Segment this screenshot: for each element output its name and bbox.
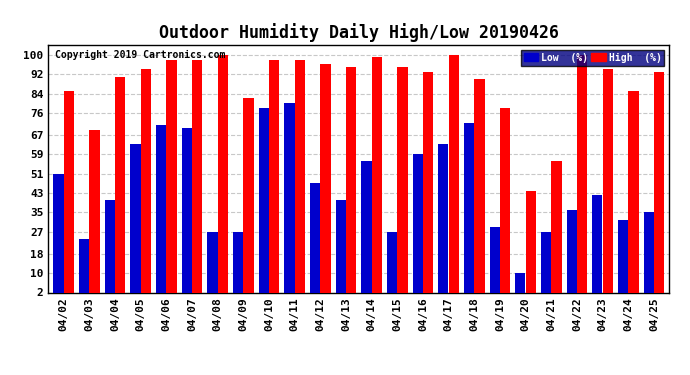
Bar	[644, 212, 654, 297]
Bar	[181, 128, 192, 297]
Bar	[541, 232, 551, 297]
Bar	[618, 220, 628, 297]
Bar	[53, 174, 63, 297]
Bar	[130, 144, 141, 297]
Bar	[244, 98, 254, 297]
Bar	[63, 91, 74, 297]
Bar	[577, 55, 587, 297]
Bar	[192, 60, 202, 297]
Bar	[515, 273, 526, 297]
Bar	[105, 200, 115, 297]
Bar	[464, 123, 474, 297]
Bar	[397, 67, 408, 297]
Bar	[448, 55, 459, 297]
Bar	[233, 232, 243, 297]
Bar	[284, 103, 295, 297]
Bar	[90, 130, 100, 297]
Bar	[295, 60, 305, 297]
Bar	[423, 72, 433, 297]
Bar	[592, 195, 602, 297]
Title: Outdoor Humidity Daily High/Low 20190426: Outdoor Humidity Daily High/Low 20190426	[159, 23, 559, 42]
Bar	[475, 79, 484, 297]
Bar	[141, 69, 151, 297]
Bar	[500, 108, 511, 297]
Bar	[79, 239, 89, 297]
Bar	[207, 232, 217, 297]
Bar	[362, 162, 371, 297]
Bar	[346, 67, 356, 297]
Bar	[387, 232, 397, 297]
Bar	[320, 64, 331, 297]
Bar	[310, 183, 320, 297]
Text: Copyright 2019 Cartronics.com: Copyright 2019 Cartronics.com	[55, 50, 225, 60]
Bar	[259, 108, 269, 297]
Bar	[629, 91, 639, 297]
Bar	[156, 125, 166, 297]
Bar	[335, 200, 346, 297]
Bar	[218, 55, 228, 297]
Bar	[166, 60, 177, 297]
Bar	[602, 69, 613, 297]
Bar	[551, 162, 562, 297]
Legend: Low  (%), High  (%): Low (%), High (%)	[521, 50, 664, 66]
Bar	[489, 227, 500, 297]
Bar	[269, 60, 279, 297]
Bar	[372, 57, 382, 297]
Bar	[566, 210, 577, 297]
Bar	[413, 154, 423, 297]
Bar	[115, 76, 126, 297]
Bar	[526, 190, 536, 297]
Bar	[654, 72, 664, 297]
Bar	[438, 144, 449, 297]
